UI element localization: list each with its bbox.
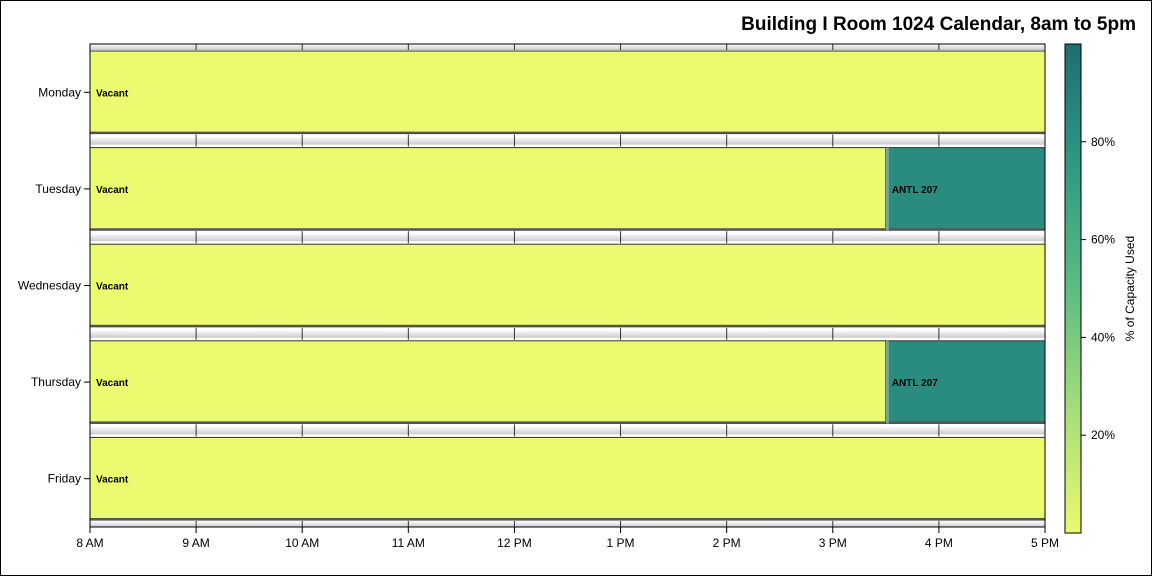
colorbar-tick-label: 80% bbox=[1091, 135, 1115, 149]
x-tick-label: 9 AM bbox=[182, 536, 209, 550]
schedule-bar bbox=[89, 340, 887, 424]
colorbar-tick-label: 20% bbox=[1091, 428, 1115, 442]
row-gap-band bbox=[90, 233, 1045, 242]
row-gap-band bbox=[90, 44, 1045, 50]
x-tick-label: 5 PM bbox=[1031, 536, 1059, 550]
y-tick-label: Friday bbox=[48, 472, 81, 486]
bar-label: ANTL 207 bbox=[892, 185, 938, 196]
schedule-bar bbox=[89, 50, 1046, 135]
bar-label: Vacant bbox=[96, 282, 129, 293]
y-tick-label: Monday bbox=[38, 85, 81, 99]
x-tick-label: 4 PM bbox=[925, 536, 953, 550]
x-tick-label: 2 PM bbox=[713, 536, 741, 550]
x-tick-label: 11 AM bbox=[392, 536, 425, 550]
row-gap-band bbox=[90, 521, 1045, 527]
row-gap-band bbox=[90, 136, 1045, 145]
x-tick-label: 8 AM bbox=[76, 536, 103, 550]
y-tick-label: Thursday bbox=[31, 375, 81, 389]
bar-label: Vacant bbox=[96, 185, 129, 196]
bar-label: ANTL 207 bbox=[892, 378, 938, 389]
schedule-bar bbox=[89, 147, 887, 231]
colorbar-tick-label: 60% bbox=[1091, 233, 1115, 247]
row-gap-band bbox=[90, 426, 1045, 435]
y-tick-label: Tuesday bbox=[35, 182, 81, 196]
colorbar-tick-label: 40% bbox=[1091, 330, 1115, 344]
x-tick-label: 12 PM bbox=[497, 536, 532, 550]
row-gap-band bbox=[90, 329, 1045, 338]
bar-label: Vacant bbox=[96, 378, 129, 389]
schedule-bar bbox=[89, 436, 1046, 521]
bar-label: Vacant bbox=[96, 88, 129, 99]
colorbar-label: % of Capacity Used bbox=[1123, 236, 1137, 341]
colorbar bbox=[1064, 43, 1082, 534]
x-tick-label: 1 PM bbox=[607, 536, 635, 550]
chart-title: Building I Room 1024 Calendar, 8am to 5p… bbox=[741, 14, 1136, 35]
schedule-bar bbox=[89, 243, 1046, 328]
bar-label: Vacant bbox=[96, 475, 129, 486]
y-tick-label: Wednesday bbox=[18, 279, 81, 293]
x-tick-label: 3 PM bbox=[819, 536, 847, 550]
x-tick-label: 10 AM bbox=[285, 536, 319, 550]
